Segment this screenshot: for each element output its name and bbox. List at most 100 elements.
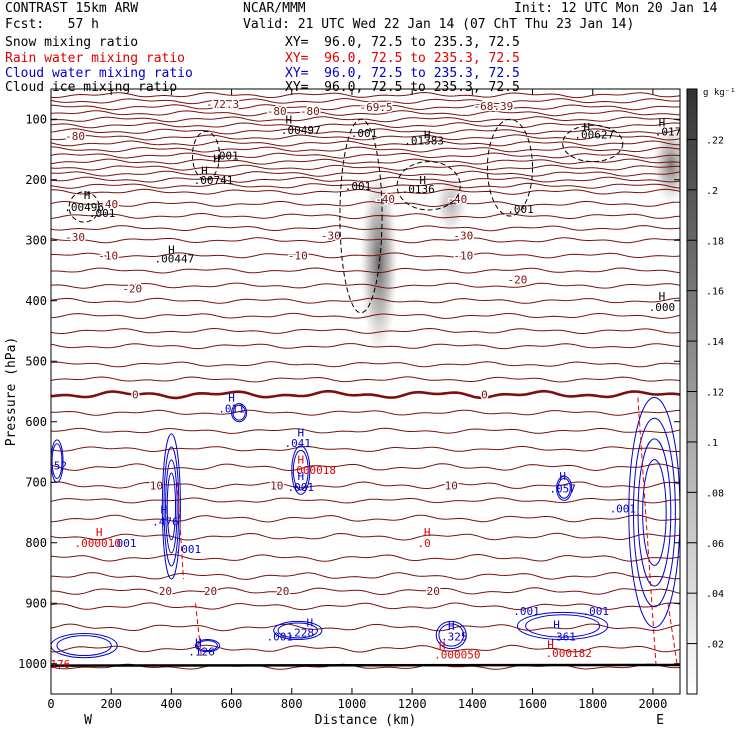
temperature-contour-12 [51, 445, 680, 453]
temperature-contour-5 [51, 572, 680, 580]
rain-contour-2 [176, 482, 184, 580]
x-tick-label-7: 1400 [458, 697, 487, 711]
maximum-value-label-1: .01383 [404, 134, 444, 147]
cloud-water-contour-9-0 [516, 611, 609, 641]
high-marker-22: H [439, 640, 446, 653]
temperature-extra-label-3: -30 [321, 229, 341, 242]
cloud-water-contour-5-1 [632, 417, 676, 608]
high-marker-1: H [285, 113, 292, 126]
cloud-ice-outline-2 [339, 118, 383, 314]
temperature-extra-label-6: -40 [375, 193, 395, 206]
x-tick-label-3: 600 [221, 697, 243, 711]
temperature-extra-label-9: -80 [267, 105, 287, 118]
temperature-contour-16 [51, 376, 680, 383]
high-marker-16: H [307, 617, 314, 630]
cloud-water-contour-8-1 [438, 623, 465, 647]
east-label: E [656, 713, 664, 728]
high-marker-17: H [448, 620, 455, 633]
cloud-ice-label-0: .001 [351, 127, 378, 140]
temperature-extra-label-2: -30 [65, 231, 85, 244]
temperature-extra-label-8: -80 [65, 130, 85, 143]
cloud-water-contour-7-1 [277, 622, 319, 639]
temperature-contour-10 [51, 481, 680, 490]
temperature-extra-label-11: -69.5 [359, 101, 392, 114]
high-marker-19: H [297, 453, 304, 466]
cloud-water-contour-0-3 [166, 472, 177, 541]
cloud-ice-label-1: .001 [212, 150, 239, 163]
temperature-contour-37 [51, 140, 680, 147]
header-model: CONTRAST 15km ARW [5, 1, 139, 16]
temperature-extra-label-13: -72.3 [206, 98, 239, 111]
maximum-value-label-7: .00447 [155, 252, 195, 265]
temperature-contour-26 [51, 225, 680, 232]
maximum-value-label-27: .001 [266, 631, 293, 644]
colorbar-tick-label-8: .18 [706, 236, 724, 247]
high-marker-5: H [201, 165, 208, 178]
maximum-value-label-30: .000182 [545, 647, 591, 660]
rain-contour-3 [667, 603, 678, 664]
colorbar-tick-label-5: .12 [706, 388, 724, 399]
cloud-water-contour-5-2 [637, 438, 672, 587]
temperature-label-4-3: 20 [427, 585, 440, 598]
cloud-water-contour-4-0 [556, 475, 573, 501]
maximum-value-label-8: .000 [649, 301, 676, 314]
temperature-label-10-2: 10 [445, 479, 458, 492]
temperature-contour-41 [51, 116, 680, 123]
surface-line [51, 663, 680, 667]
temperature-label-24-1: -10 [288, 249, 308, 262]
colorbar-tick-label-3: .08 [706, 488, 724, 499]
temperature-contour-7 [51, 532, 680, 541]
header-init: Init: 12 UTC Mon 20 Jan 14 [514, 1, 718, 16]
maximum-value-label-28: .176 [44, 658, 71, 671]
temperature-contour-28 [51, 200, 680, 208]
temperature-extra-label-0: -20 [122, 283, 142, 296]
y-tick-label-8: 900 [25, 596, 47, 610]
temperature-label-10-0: 10 [150, 479, 163, 492]
x-tick-label-1: 200 [100, 697, 122, 711]
west-label: W [84, 713, 92, 728]
temperature-contour-25 [51, 237, 680, 244]
temperature-contour-36 [51, 146, 680, 153]
temperature-contour-1 [51, 644, 680, 653]
maximum-value-label-5: .0136 [402, 183, 435, 196]
cloud-ice-label-3: .001 [507, 203, 534, 216]
y-tick-label-0: 100 [25, 112, 47, 126]
temperature-contour-32 [51, 170, 680, 177]
maximum-value-label-0: .00497 [281, 124, 321, 137]
temperature-label-24-2: -10 [453, 249, 473, 262]
cloud-water-contour-6-1 [197, 640, 218, 652]
temperature-contour-3 [51, 602, 680, 611]
maximum-value-label-23: .325 [441, 631, 468, 644]
cloud-water-contour-0-0 [161, 433, 181, 580]
rain-contour-1 [194, 603, 202, 658]
y-tick-label-9: 1000 [18, 657, 47, 671]
temperature-contour-39 [51, 128, 680, 135]
high-marker-21: H [424, 526, 431, 539]
cloud-water-contour-10-1 [56, 635, 112, 657]
temperature-contour-31 [51, 176, 680, 183]
x-tick-label-2: 400 [161, 697, 183, 711]
high-marker-10: H [228, 392, 235, 405]
high-marker-2: H [424, 128, 431, 141]
maximum-value-label-19: .000010 [74, 537, 120, 550]
y-tick-label-7: 800 [25, 536, 47, 550]
maximum-value-label-4: .00741 [194, 174, 234, 187]
y-tick-label-3: 400 [25, 294, 47, 308]
x-tick-label-8: 1600 [518, 697, 547, 711]
y-tick-label-4: 500 [25, 354, 47, 368]
maximum-value-label-11: .52 [47, 459, 67, 472]
temperature-contour-15 [51, 389, 680, 400]
maximum-value-label-9: .011 [218, 402, 245, 415]
high-marker-3: H [583, 121, 590, 134]
high-marker-12: H [297, 470, 304, 483]
temperature-contour-35 [51, 152, 680, 159]
maximum-value-label-26: .001 [582, 605, 609, 618]
x-tick-label-5: 1000 [338, 697, 367, 711]
temperature-contour-6 [51, 553, 680, 562]
field-name-rain: Rain water mixing ratio [5, 51, 186, 66]
maximum-value-label-17: .001 [175, 543, 202, 556]
maximum-value-label-25: .001 [513, 605, 540, 618]
y-tick-label-2: 300 [25, 233, 47, 247]
maximum-value-label-20: .0 [418, 537, 431, 550]
